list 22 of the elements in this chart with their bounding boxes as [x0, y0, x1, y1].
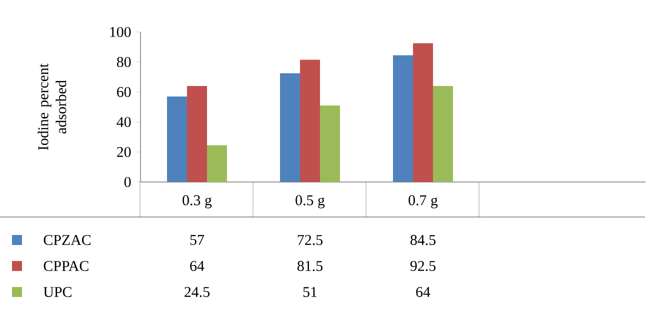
y-tick-label: 60: [117, 86, 131, 98]
x-tick-label: 0.7 g: [408, 195, 438, 208]
legend-label: CPZAC: [44, 234, 91, 246]
data-label: 24.5: [184, 286, 210, 298]
data-label: 51: [303, 287, 317, 298]
x-tick-label: 0.3 g: [182, 195, 212, 208]
data-label: 81.5: [297, 260, 322, 272]
y-tick-label: 20: [117, 146, 131, 158]
legend-label: UPC: [44, 286, 72, 298]
y-tick-label: 40: [116, 116, 131, 128]
legend-label: CPPAC: [44, 260, 88, 272]
data-label: 84.5: [410, 234, 436, 246]
y-tick-label: 80: [116, 56, 131, 68]
data-label: 64: [416, 286, 430, 298]
y-axis-title: Iodine percent adsorbed: [38, 64, 66, 150]
y-tick-label: 0: [124, 176, 131, 188]
y-tick-label: 100: [110, 26, 131, 38]
data-label: 72.5: [298, 234, 322, 246]
x-tick-label: 0.5 g: [296, 195, 325, 208]
data-label: 57: [190, 235, 204, 245]
data-label: 92.5: [410, 260, 436, 272]
data-label: 64: [190, 260, 204, 272]
